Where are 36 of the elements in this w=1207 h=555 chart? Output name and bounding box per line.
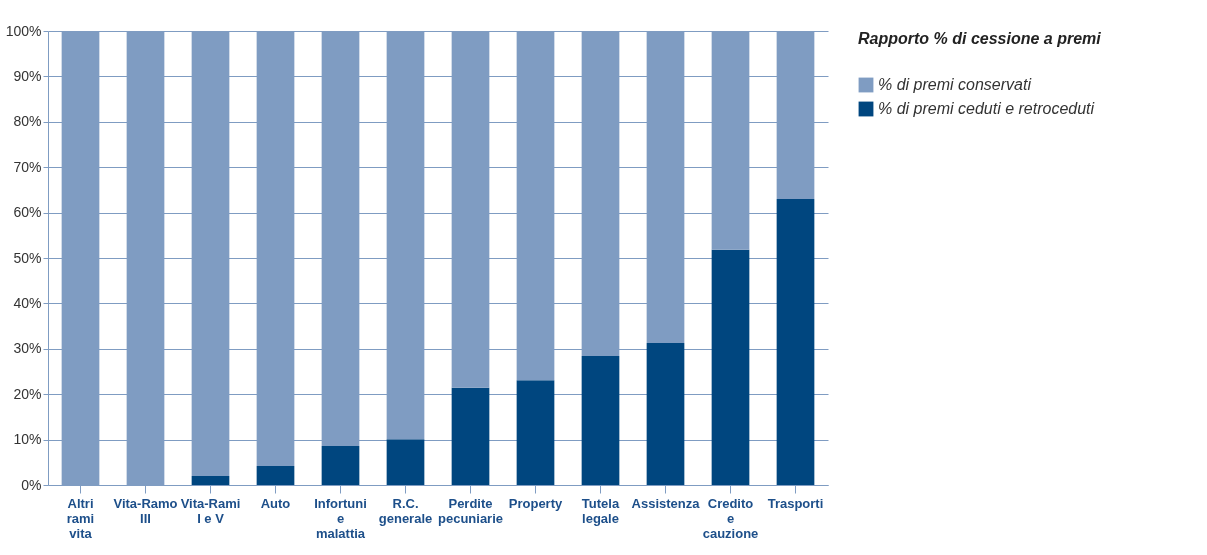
bar — [321, 445, 360, 485]
x-tick-label: Assistenza — [631, 495, 701, 511]
legend-label: % di premi conservati — [878, 76, 1032, 93]
x-tick-label: Altri rami vita — [66, 495, 95, 541]
x-tick-label: Credito e cauzione — [702, 495, 759, 541]
x-tick-label: Tutela legale — [581, 495, 620, 526]
legend-label: % di premi ceduti e retroceduti — [878, 100, 1095, 117]
y-tick-label: 90% — [13, 67, 42, 84]
bar — [711, 249, 750, 485]
bar — [776, 198, 815, 485]
x-tick-label: Auto — [260, 495, 291, 511]
y-tick-label: 30% — [13, 340, 42, 357]
x-tick-label: Vita-Ramo III — [113, 495, 178, 526]
x-tick-label: Property — [508, 495, 563, 511]
y-tick-label: 10% — [13, 431, 42, 448]
y-tick-label: 70% — [13, 158, 42, 175]
legend-title: Rapporto % di cessione a premi — [858, 30, 1102, 47]
x-tick-label: Trasporti — [767, 495, 824, 511]
y-tick-label: 100% — [5, 22, 42, 39]
bar — [256, 465, 295, 485]
bar — [386, 439, 425, 485]
x-tick-label: Perdite pecuniarie — [437, 495, 504, 526]
y-tick-label: 40% — [13, 294, 42, 311]
x-tick-label: Vita-Rami I e V — [180, 495, 241, 526]
bar — [191, 475, 230, 485]
bar — [516, 380, 555, 485]
bar — [451, 387, 490, 485]
x-tick-label: Infortuni e malattia — [314, 495, 367, 541]
bar — [581, 356, 620, 485]
y-tick-label: 50% — [13, 249, 42, 266]
x-tick-label: R.C. generale — [378, 495, 433, 526]
bar — [646, 342, 685, 485]
y-tick-label: 20% — [13, 385, 42, 402]
y-tick-label: 60% — [13, 204, 42, 221]
y-tick-label: 0% — [21, 476, 42, 493]
y-tick-label: 80% — [13, 113, 42, 130]
